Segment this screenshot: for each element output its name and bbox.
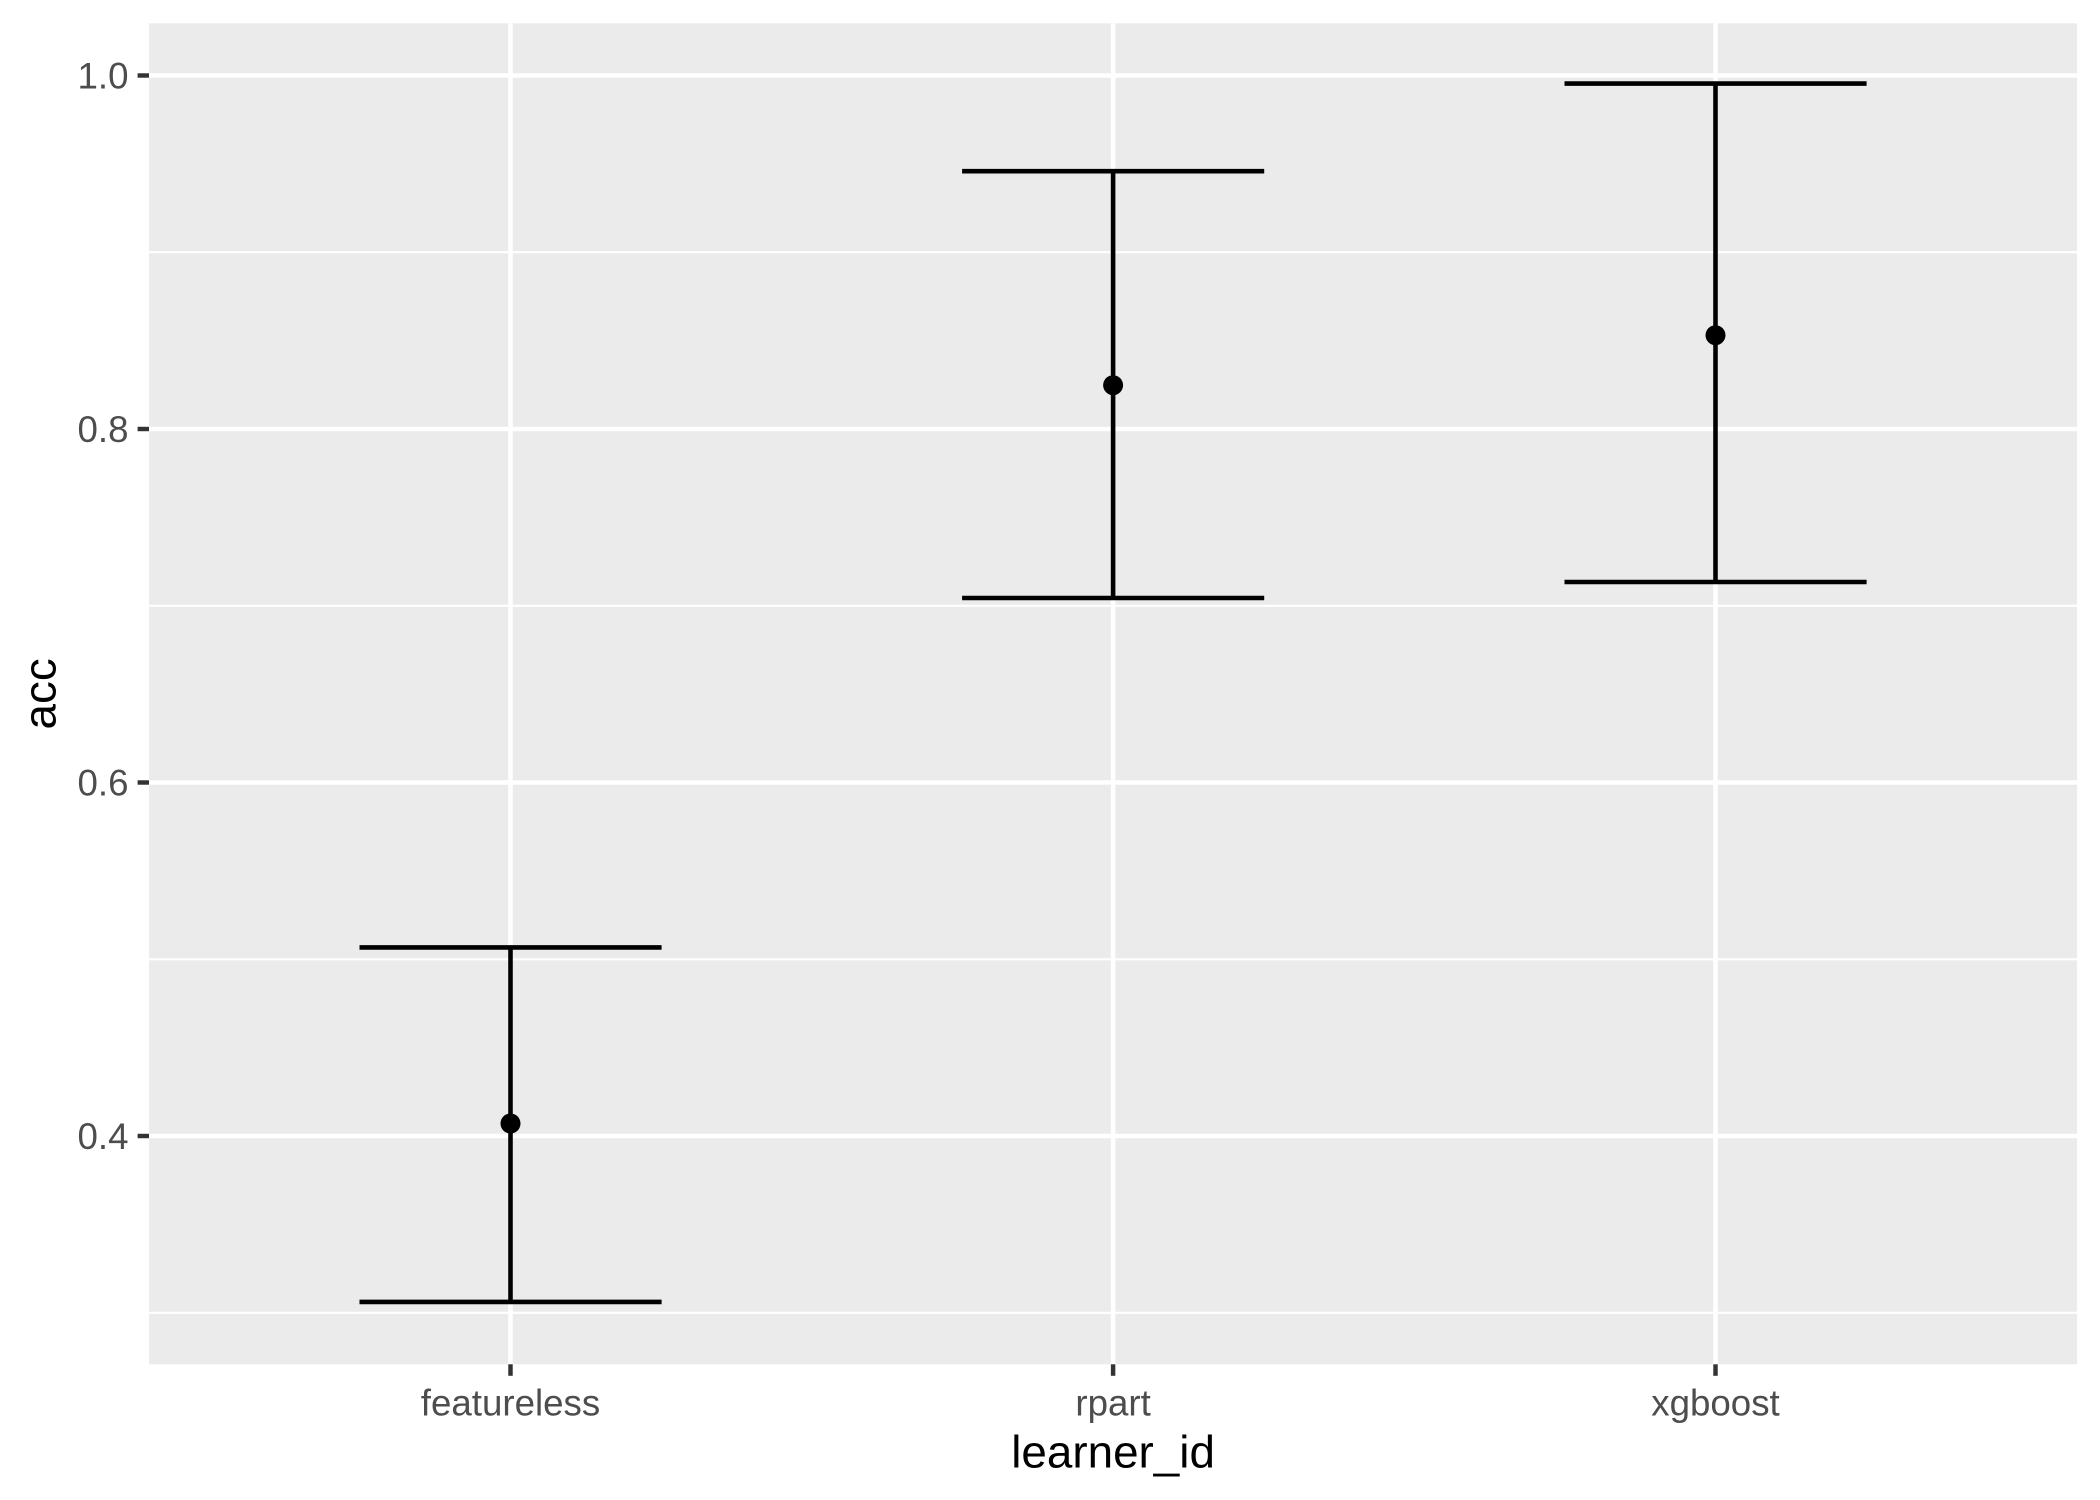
svg-text:featureless: featureless — [421, 1383, 600, 1424]
svg-text:acc: acc — [14, 658, 65, 729]
svg-text:0.6: 0.6 — [77, 762, 128, 803]
svg-text:1.0: 1.0 — [77, 55, 128, 96]
svg-text:learner_id: learner_id — [1011, 1427, 1215, 1478]
svg-text:0.4: 0.4 — [77, 1116, 128, 1157]
svg-text:xgboost: xgboost — [1651, 1383, 1780, 1424]
svg-text:rpart: rpart — [1075, 1383, 1150, 1424]
svg-text:0.8: 0.8 — [77, 409, 128, 450]
